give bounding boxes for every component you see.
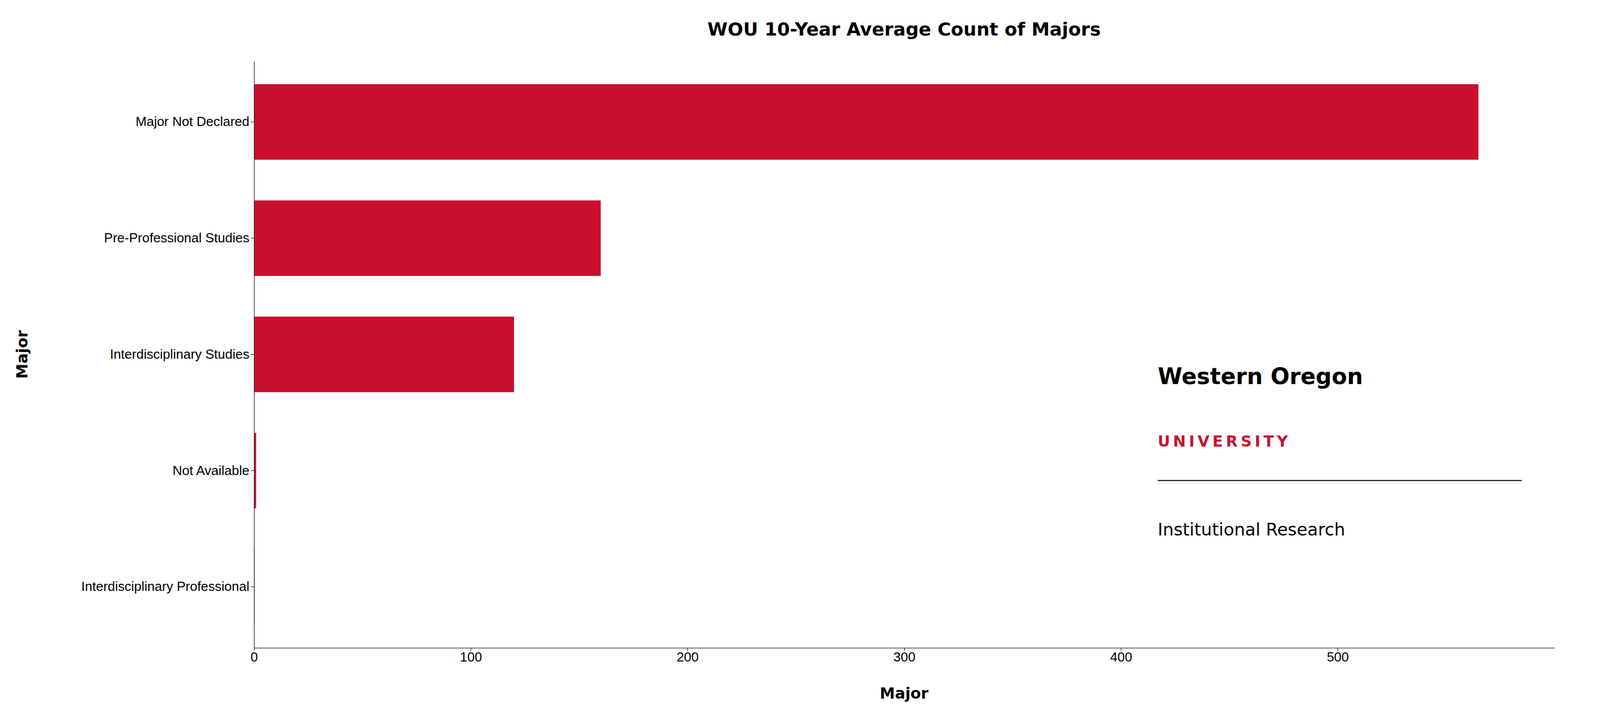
x-tick-label: 300 xyxy=(893,649,916,665)
y-tick-label: Major Not Declared xyxy=(135,113,250,130)
chart: 0 100 200 300 400 500 Major Not Declared Pre-Pr… xyxy=(0,0,1600,724)
y-tick-label: Interdisciplinary Professional xyxy=(81,578,250,594)
x-tick: 100 xyxy=(459,647,482,665)
y-tick-mark xyxy=(250,121,254,123)
y-tick-label: Interdisciplinary Studies xyxy=(109,346,250,362)
y-tick-mark xyxy=(250,354,254,355)
logo-rule xyxy=(1157,480,1522,482)
y-tick: Pre-Professional Studies xyxy=(104,230,254,246)
x-tick: 300 xyxy=(893,647,916,665)
y-tick: Interdisciplinary Studies xyxy=(109,346,254,362)
bar xyxy=(253,316,515,393)
x-axis: 0 100 200 300 400 500 xyxy=(250,647,1555,665)
logo: Western Oregon UNIVERSITY Institutional Re… xyxy=(1157,363,1522,540)
x-tick-label: 400 xyxy=(1109,649,1132,665)
bar xyxy=(253,84,1479,160)
x-tick: 500 xyxy=(1326,647,1349,665)
x-tick-label: 200 xyxy=(676,649,699,665)
x-tick: 0 xyxy=(250,647,258,665)
plot: 0 100 200 300 400 500 Major Not Declared Pre-Pr… xyxy=(81,61,1555,665)
title: WOU 10-Year Average Count of Majors xyxy=(707,18,1101,40)
x-tick: 400 xyxy=(1109,647,1132,665)
y-tick: Not Available xyxy=(172,462,254,478)
y-axis: Major Not Declared Pre-Professional Studi… xyxy=(81,61,254,649)
x-tick-label: 100 xyxy=(459,649,482,665)
x-tick-label: 500 xyxy=(1326,649,1349,665)
x-axis-title: Major xyxy=(879,684,929,702)
y-tick: Major Not Declared xyxy=(135,113,254,130)
y-tick-mark xyxy=(250,470,254,471)
logo-line-3: Institutional Research xyxy=(1157,519,1346,540)
y-axis-title: Major xyxy=(13,329,31,379)
y-axis-line xyxy=(253,61,255,649)
bar xyxy=(253,200,601,276)
logo-line-1: Western Oregon xyxy=(1157,363,1363,390)
y-tick: Interdisciplinary Professional xyxy=(81,578,254,594)
y-tick-label: Not Available xyxy=(172,462,250,478)
bars xyxy=(253,84,1479,625)
y-tick-mark xyxy=(250,237,254,239)
logo-line-2: UNIVERSITY xyxy=(1157,432,1291,451)
x-tick-label: 0 xyxy=(250,649,258,665)
x-tick: 200 xyxy=(676,647,699,665)
y-tick-label: Pre-Professional Studies xyxy=(104,230,250,246)
y-tick-mark xyxy=(250,586,254,587)
